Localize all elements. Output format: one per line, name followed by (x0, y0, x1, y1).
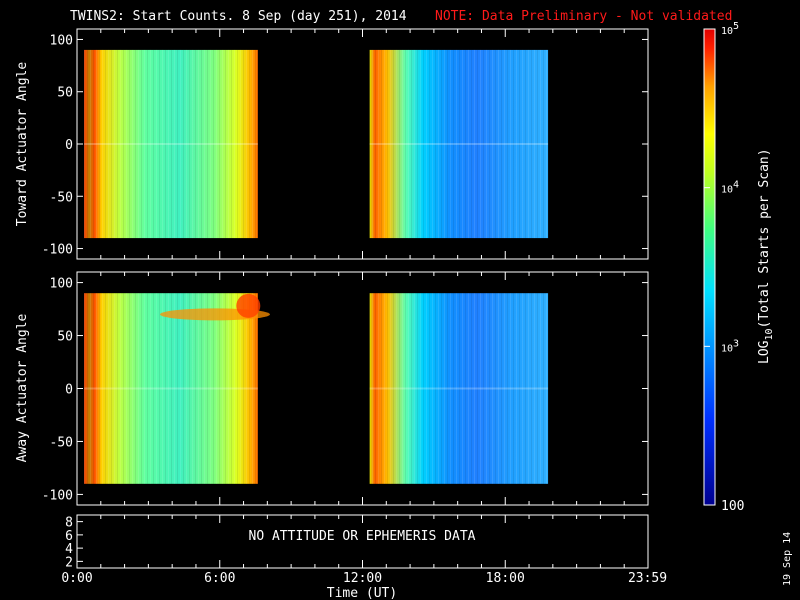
y-tick-label: 50 (57, 86, 73, 101)
x-axis-label: Time (UT) (327, 586, 397, 600)
colorbar-tick-label: 103 (721, 338, 739, 354)
colorbar-tick-label: 105 (721, 21, 739, 37)
colorbar-label: LOG10(Total Starts per Scan) (757, 148, 775, 364)
y-tick-label: 50 (57, 330, 73, 345)
y-tick-label: -100 (42, 243, 73, 258)
colorbar: 105 104 103 100 LOG10(Total Starts per Sca… (703, 21, 775, 514)
panel-toward: 100 50 0 -50 -100 Toward Actuator Angle (15, 28, 649, 260)
chart-title: TWINS2: Start Counts. 8 Sep (day 251), 2… (70, 9, 407, 24)
y-tick-label: 8 (65, 516, 73, 531)
panel-toward-ylabel: Toward Actuator Angle (15, 62, 30, 227)
heatmap-texture (84, 293, 258, 484)
x-axis: 0:00 6:00 12:00 18:00 23:59 (61, 571, 667, 586)
heatmap-texture (369, 49, 549, 239)
y-tick-label: -100 (42, 488, 73, 503)
x-tick-label: 12:00 (343, 571, 382, 586)
date-stamp: 19 Sep 14 (782, 532, 793, 586)
x-tick-label: 18:00 (486, 571, 525, 586)
panel-away-ylabel: Away Actuator Angle (15, 313, 30, 462)
panel-toward-heatmap (84, 49, 549, 239)
preliminary-note: NOTE: Data Preliminary - Not validated (435, 9, 732, 24)
no-data-message: NO ATTITUDE OR EPHEMERIS DATA (249, 529, 476, 544)
panel-away-heatmap (84, 293, 549, 484)
y-tick-label: 100 (50, 33, 73, 48)
y-tick-label: 6 (65, 529, 73, 544)
y-tick-label: 2 (65, 555, 73, 570)
y-tick-label: 0 (65, 138, 73, 153)
y-tick-label: -50 (50, 435, 73, 450)
colorbar-min-label: 100 (721, 499, 744, 514)
y-tick-label: 0 (65, 383, 73, 398)
x-tick-label: 0:00 (61, 571, 92, 586)
heatmap-texture (369, 293, 549, 484)
panel-ephemeris-frame (76, 514, 649, 569)
x-tick-label: 23:59 (628, 571, 667, 586)
y-tick-label: 4 (65, 542, 73, 557)
colorbar-tick-label: 104 (721, 180, 739, 196)
high-count-feature (236, 293, 261, 318)
x-tick-label: 6:00 (204, 571, 235, 586)
colorbar-gradient (703, 28, 716, 506)
heatmap-texture (84, 49, 258, 239)
panel-away: 100 50 0 -50 -100 Away Actuator Angle (15, 271, 649, 506)
y-tick-label: -50 (50, 190, 73, 205)
y-tick-label: 100 (50, 277, 73, 292)
